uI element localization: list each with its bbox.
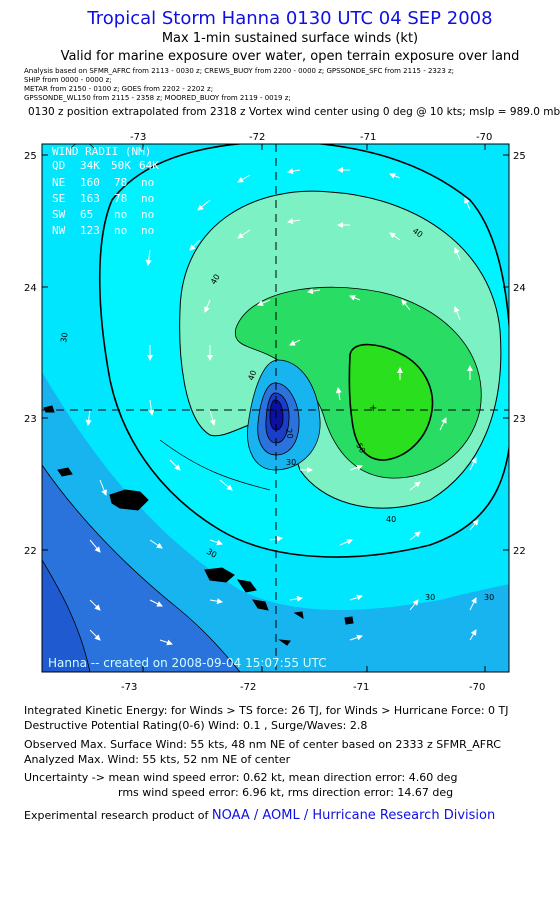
lat-tick-left: 22 (24, 546, 37, 557)
radii-sw-34: 65 (80, 208, 93, 221)
product-credit: Experimental research product of NOAA / … (24, 808, 495, 823)
product-prefix: Experimental research product of (24, 809, 209, 822)
contour-labels: 40 40 40 30 30 30 30 20 30 50 40 (59, 226, 494, 602)
contour-label: 30 (425, 593, 435, 602)
lat-tick-left: 25 (24, 151, 37, 162)
lat-tick-left: 24 (24, 283, 37, 294)
lat-tick-left: 23 (24, 414, 37, 425)
analysis-line-3: METAR from 2150 - 0100 z; GOES from 2202… (24, 85, 214, 93)
radii-header-34k: 34K (80, 159, 100, 172)
island-small-1 (57, 467, 73, 477)
contour-lines (69, 144, 271, 491)
position-line: 0130 z position extrapolated from 2318 z… (28, 106, 560, 118)
contour-label: 30 (205, 547, 218, 560)
lon-tick-top: -70 (476, 132, 492, 143)
dpr-line: Destructive Potential Rating(0-6) Wind: … (24, 719, 368, 732)
wind-field-map: 40 40 40 30 30 30 30 20 30 50 40 (24, 132, 526, 693)
lon-tick-bottom: -71 (353, 682, 369, 693)
contour-label: 30 (59, 332, 70, 344)
island-turks (236, 579, 257, 593)
contour-label: 30 (484, 593, 494, 602)
radii-header-50k: 50K (111, 159, 131, 172)
axis-ticks (42, 144, 509, 672)
radii-se-34: 163 (80, 192, 100, 205)
radii-nw-50: no (114, 224, 127, 237)
wind-band-55 (348, 343, 434, 461)
lon-tick-bottom: -70 (469, 682, 485, 693)
island-small-6 (251, 599, 269, 611)
analysis-line-4: GPSSONDE_WL150 from 2115 - 2358 z; MOORE… (24, 94, 291, 102)
wind-radii-title: WIND RADII (NM) (52, 145, 151, 158)
radii-nw-64: no (141, 224, 154, 237)
analyzed-max-line: Analyzed Max. Wind: 55 kts, 52 nm NE of … (24, 753, 291, 766)
radii-se-50: 78 (114, 192, 127, 205)
radii-ne-64: no (141, 176, 154, 189)
contour-label: 40 (209, 273, 222, 286)
island-small-5 (278, 639, 291, 646)
radii-header-qd: QD (52, 159, 65, 172)
land-islands (43, 405, 354, 646)
wind-vectors (85, 167, 479, 646)
lat-tick-right: 23 (513, 414, 526, 425)
lat-tick-right: 22 (513, 546, 526, 557)
map-frame (41, 143, 510, 673)
radii-ne-50: 78 (114, 176, 127, 189)
uncertainty-line-2: rms wind speed error: 6.96 kt, rms direc… (118, 786, 454, 799)
axis-labels: -73 -72 -71 -70 -73 -72 -71 -70 25 24 23… (24, 132, 526, 693)
radii-se-64: no (141, 192, 154, 205)
contour-label: 40 (386, 515, 396, 524)
lat-tick-right: 24 (513, 283, 526, 294)
page-title: Tropical Storm Hanna 0130 UTC 04 SEP 200… (87, 8, 493, 29)
radii-se-label: SE (52, 192, 65, 205)
radii-sw-64: no (141, 208, 154, 221)
uncertainty-line-1: Uncertainty -> mean wind speed error: 0.… (24, 771, 458, 784)
radii-sw-50: no (114, 208, 127, 221)
radii-ne-label: NE (52, 176, 65, 189)
contour-label: 20 (284, 428, 295, 440)
radii-sw-label: SW (52, 208, 66, 221)
lon-tick-bottom: -73 (121, 682, 137, 693)
lon-tick-bottom: -72 (240, 682, 256, 693)
radii-nw-34: 123 (80, 224, 100, 237)
observed-max-line: Observed Max. Surface Wind: 55 kts, 48 n… (24, 738, 501, 751)
contour-label: 30 (286, 458, 296, 467)
island-caicos (204, 567, 235, 583)
lon-tick-top: -73 (130, 132, 146, 143)
wind-contours: 40 40 40 30 30 30 30 20 30 50 40 (42, 144, 509, 672)
radii-nw-label: NW (52, 224, 66, 237)
radii-header-64k: 64K (139, 159, 159, 172)
contour-label: 50 (354, 442, 367, 455)
radii-ne-34: 160 (80, 176, 100, 189)
wind-radii-table: WIND RADII (NM) QD 34K 50K 64K NE 160 78… (52, 145, 159, 237)
lon-tick-top: -71 (360, 132, 376, 143)
ike-line: Integrated Kinetic Energy: for Winds > T… (24, 704, 509, 717)
island-small-4 (344, 616, 354, 625)
island-small-3 (293, 611, 304, 620)
analysis-line-2: SHIP from 0000 - 0000 z; (24, 76, 112, 84)
analysis-line-1: Analysis based on SFMR_AFRC from 2113 - … (24, 67, 455, 75)
max-wind-marker: + (369, 403, 377, 414)
valid-note: Valid for marine exposure over water, op… (60, 49, 520, 64)
lat-tick-right: 25 (513, 151, 526, 162)
contour-label: 40 (246, 369, 258, 382)
hrd-link[interactable]: NOAA / AOML / Hurricane Research Divisio… (211, 808, 496, 823)
map-subtitle: Max 1-min sustained surface winds (kt) (161, 31, 419, 46)
map-credit: Hanna -- created on 2008-09-04 15:07:55 … (48, 656, 327, 670)
island-great-inagua (109, 489, 149, 511)
wind-band-southwest-20 (42, 464, 241, 672)
lon-tick-top: -72 (249, 132, 265, 143)
